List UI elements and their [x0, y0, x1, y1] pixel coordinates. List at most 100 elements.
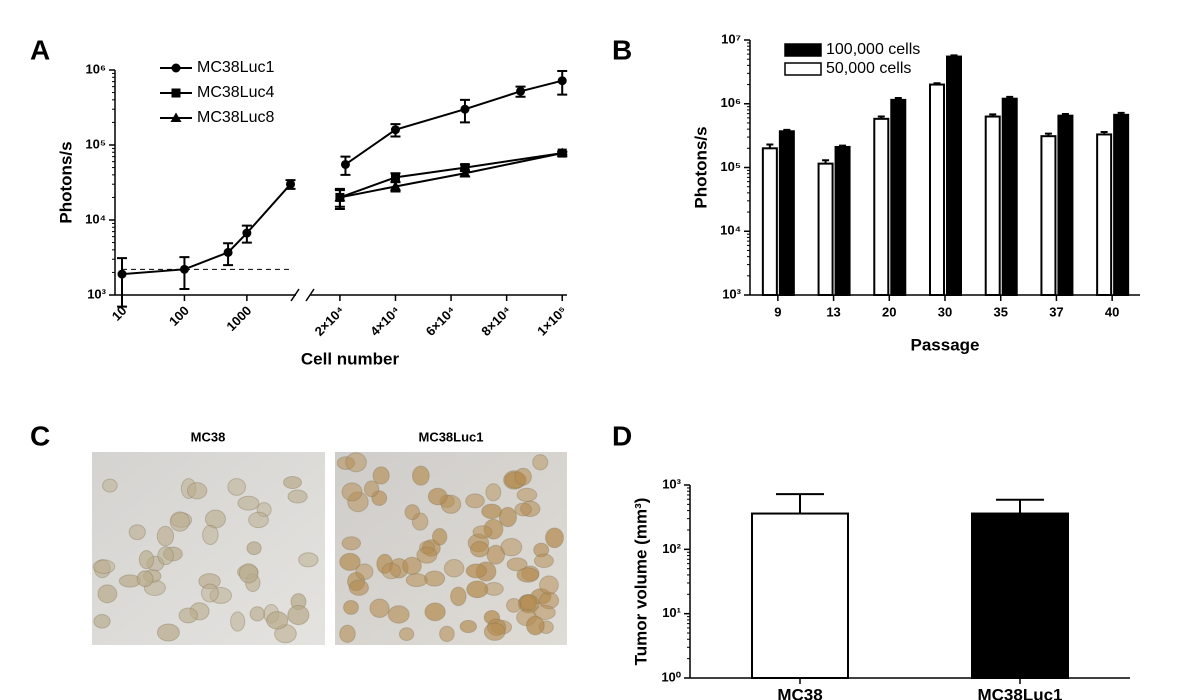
cell — [156, 525, 175, 547]
cell — [204, 509, 226, 529]
cell — [533, 553, 554, 569]
legend-marker — [170, 112, 182, 122]
cell — [128, 524, 146, 541]
x-axis-label: Cell number — [301, 349, 400, 368]
bar — [1001, 97, 1018, 296]
bar — [971, 512, 1069, 680]
cell — [178, 607, 198, 624]
cell — [169, 511, 191, 532]
axis-break — [305, 288, 315, 302]
cell — [485, 483, 502, 502]
cell — [465, 493, 485, 509]
y-tick-label: 10⁶ — [721, 95, 741, 110]
cell — [439, 625, 455, 643]
cell — [157, 546, 174, 566]
cell — [238, 563, 259, 584]
x-tick-label: MC38 — [777, 685, 822, 700]
cell — [469, 540, 490, 558]
cell — [411, 465, 430, 486]
cell — [246, 541, 262, 556]
bar — [751, 512, 849, 680]
panel-letter: A — [30, 34, 50, 65]
marker — [516, 86, 526, 96]
cell — [248, 511, 269, 529]
bar — [1057, 114, 1074, 296]
cell — [97, 584, 118, 604]
bar — [778, 130, 795, 296]
bar — [890, 98, 907, 297]
cell — [483, 622, 506, 641]
cell — [283, 475, 302, 489]
bar — [817, 162, 834, 296]
line — [339, 152, 563, 199]
x-axis-label: Passage — [911, 335, 980, 354]
cell — [450, 586, 467, 607]
marker — [556, 147, 568, 158]
cell — [443, 559, 465, 578]
x-tick-label: MC38Luc1 — [977, 685, 1062, 700]
cell — [431, 528, 448, 546]
cell — [402, 556, 422, 575]
cell — [186, 482, 208, 500]
line — [339, 152, 563, 199]
marker — [460, 104, 470, 114]
cell — [525, 615, 545, 636]
cell — [506, 597, 522, 613]
marker — [390, 172, 400, 182]
error-bar — [117, 257, 127, 308]
x-tick-label: 4×10⁴ — [367, 303, 403, 339]
x-tick-label: 9 — [774, 304, 781, 319]
cell — [405, 573, 428, 588]
cell — [230, 611, 246, 632]
x-tick-label: 6×10⁴ — [423, 303, 459, 339]
cell — [198, 573, 221, 590]
cell — [363, 480, 380, 498]
marker — [223, 247, 233, 257]
cell — [156, 623, 180, 642]
cell — [381, 562, 402, 580]
cell — [472, 525, 493, 539]
marker — [179, 264, 189, 274]
cell — [514, 502, 532, 517]
y-tick-label: 10⁰ — [661, 669, 681, 684]
panel-letter: C — [30, 420, 50, 451]
bar — [834, 145, 851, 296]
x-tick-label: 35 — [993, 304, 1007, 319]
marker — [334, 191, 346, 202]
cell — [514, 467, 532, 486]
y-axis-label: Photons/s — [56, 141, 75, 223]
bar — [761, 147, 778, 296]
image-title: MC38 — [191, 429, 226, 444]
cell — [404, 504, 421, 521]
y-tick-label: 10³ — [662, 476, 681, 491]
cell — [341, 482, 363, 502]
cell — [516, 567, 540, 583]
legend-label: MC38Luc4 — [197, 84, 274, 101]
cell — [545, 527, 564, 549]
cell — [227, 478, 247, 496]
cell — [427, 487, 448, 506]
error-bar — [996, 498, 1044, 514]
cell — [343, 599, 359, 615]
bar — [984, 115, 1001, 296]
cell — [339, 624, 356, 643]
marker — [460, 163, 470, 173]
x-tick-label: 37 — [1049, 304, 1063, 319]
bar — [1113, 113, 1130, 296]
cell — [369, 598, 390, 619]
x-tick-label: 2×10⁴ — [312, 303, 348, 339]
cell — [532, 454, 549, 471]
legend-swatch — [784, 62, 822, 76]
x-tick-label: 30 — [938, 304, 952, 319]
cell — [237, 495, 260, 511]
y-tick-label: 10² — [662, 541, 681, 556]
y-tick-label: 10⁴ — [85, 211, 106, 226]
bar — [1040, 135, 1057, 296]
legend-swatch — [784, 43, 822, 57]
cell — [516, 487, 538, 503]
cell — [93, 559, 111, 579]
legend-label: MC38Luc8 — [197, 109, 274, 126]
cell — [423, 570, 446, 587]
marker — [242, 228, 252, 238]
